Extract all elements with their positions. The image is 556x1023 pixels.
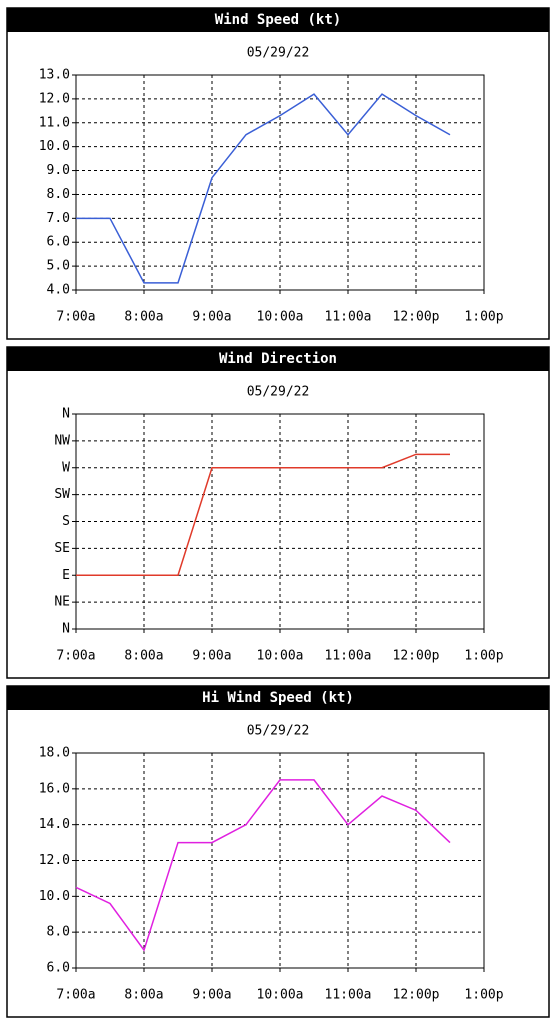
x-tick-label: 11:00a: [325, 988, 372, 1003]
y-tick-label: 13.0: [39, 68, 70, 83]
plot-frame: [75, 74, 485, 291]
x-tick-label: 12:00p: [393, 310, 440, 325]
y-tick-label: 5.0: [47, 259, 70, 274]
y-tick-label: 4.0: [47, 283, 70, 298]
x-tick-label: 1:00p: [464, 988, 503, 1003]
y-tick-label: 9.0: [47, 163, 70, 178]
panel-title: Wind Direction: [219, 351, 337, 367]
y-tick-label: 6.0: [47, 235, 70, 250]
y-tick-label: N: [62, 622, 70, 637]
x-tick-label: 7:00a: [56, 988, 95, 1003]
y-tick-label: S: [62, 514, 70, 529]
x-tick-label: 1:00p: [464, 310, 503, 325]
y-tick-label: 8.0: [47, 187, 70, 202]
data-line: [76, 453, 450, 576]
x-tick-label: 9:00a: [192, 310, 231, 325]
panel-subtitle: 05/29/22: [247, 724, 310, 739]
x-tick-label: 7:00a: [56, 649, 95, 664]
y-tick-label: SE: [54, 541, 70, 556]
y-tick-label: 14.0: [39, 817, 70, 832]
panel-header: [7, 347, 549, 371]
y-tick-label: 10.0: [39, 889, 70, 904]
x-tick-label: 9:00a: [192, 988, 231, 1003]
y-tick-label: SW: [54, 487, 70, 502]
y-tick-label: 12.0: [39, 853, 70, 868]
panel-header: [7, 686, 549, 710]
y-tick-label: 6.0: [47, 961, 70, 976]
y-tick-label: 18.0: [39, 746, 70, 761]
x-tick-label: 8:00a: [124, 988, 163, 1003]
x-tick-label: 12:00p: [393, 988, 440, 1003]
y-tick-label: 11.0: [39, 115, 70, 130]
data-line: [76, 93, 451, 284]
x-tick-label: 9:00a: [192, 649, 231, 664]
y-tick-label: 16.0: [39, 781, 70, 796]
panel-subtitle: 05/29/22: [247, 46, 310, 61]
x-tick-label: 8:00a: [124, 310, 163, 325]
y-tick-label: NW: [54, 433, 70, 448]
x-tick-label: 10:00a: [257, 649, 304, 664]
y-tick-label: 8.0: [47, 925, 70, 940]
x-tick-label: 11:00a: [325, 649, 372, 664]
x-tick-label: 11:00a: [325, 310, 372, 325]
panel-header: [7, 8, 549, 32]
x-tick-label: 10:00a: [257, 310, 304, 325]
x-tick-label: 8:00a: [124, 649, 163, 664]
y-tick-label: 10.0: [39, 139, 70, 154]
y-tick-label: W: [62, 460, 70, 475]
x-tick-label: 1:00p: [464, 649, 503, 664]
panel-title: Hi Wind Speed (kt): [202, 690, 354, 706]
x-tick-label: 10:00a: [257, 988, 304, 1003]
y-tick-label: NE: [54, 595, 70, 610]
y-tick-label: N: [62, 407, 70, 422]
y-tick-label: 12.0: [39, 91, 70, 106]
panel-subtitle: 05/29/22: [247, 385, 310, 400]
y-tick-label: 7.0: [47, 211, 70, 226]
panel-title: Wind Speed (kt): [215, 12, 341, 28]
plot-frame: [75, 752, 485, 969]
x-tick-label: 7:00a: [56, 310, 95, 325]
x-tick-label: 12:00p: [393, 649, 440, 664]
y-tick-label: E: [62, 568, 70, 583]
plot-frame: [75, 413, 485, 630]
data-line: [75, 779, 451, 952]
